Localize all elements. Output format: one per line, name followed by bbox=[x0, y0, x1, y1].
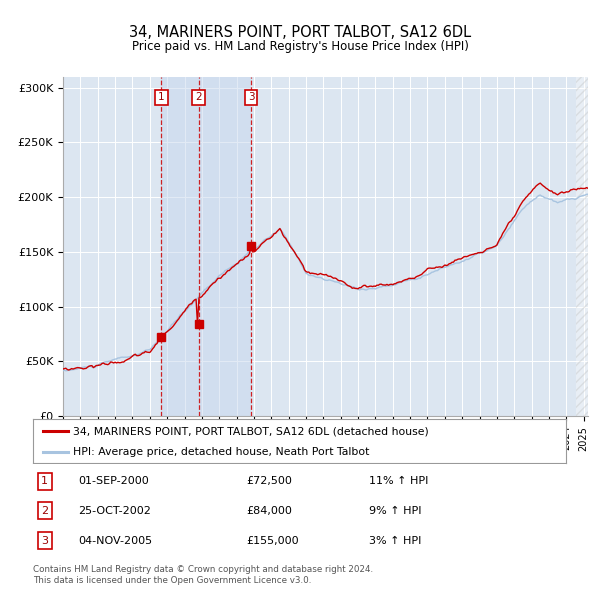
Text: 2: 2 bbox=[196, 93, 202, 103]
Bar bbox=[199, 77, 251, 416]
Text: 2: 2 bbox=[41, 506, 48, 516]
Text: 11% ↑ HPI: 11% ↑ HPI bbox=[368, 476, 428, 486]
Text: £84,000: £84,000 bbox=[246, 506, 292, 516]
Bar bbox=[161, 77, 199, 416]
Text: £72,500: £72,500 bbox=[246, 476, 292, 486]
Text: 3% ↑ HPI: 3% ↑ HPI bbox=[368, 536, 421, 546]
Text: 01-SEP-2000: 01-SEP-2000 bbox=[78, 476, 149, 486]
Text: 3: 3 bbox=[41, 536, 48, 546]
Text: Price paid vs. HM Land Registry's House Price Index (HPI): Price paid vs. HM Land Registry's House … bbox=[131, 40, 469, 53]
Text: 3: 3 bbox=[248, 93, 254, 103]
Text: HPI: Average price, detached house, Neath Port Talbot: HPI: Average price, detached house, Neat… bbox=[73, 447, 370, 457]
Text: 1: 1 bbox=[41, 476, 48, 486]
Text: 9% ↑ HPI: 9% ↑ HPI bbox=[368, 506, 421, 516]
Text: £155,000: £155,000 bbox=[246, 536, 299, 546]
Bar bbox=[577, 77, 588, 416]
Text: 1: 1 bbox=[158, 93, 164, 103]
Text: 25-OCT-2002: 25-OCT-2002 bbox=[78, 506, 151, 516]
Text: Contains HM Land Registry data © Crown copyright and database right 2024.
This d: Contains HM Land Registry data © Crown c… bbox=[33, 565, 373, 585]
Text: 04-NOV-2005: 04-NOV-2005 bbox=[78, 536, 152, 546]
Text: 34, MARINERS POINT, PORT TALBOT, SA12 6DL (detached house): 34, MARINERS POINT, PORT TALBOT, SA12 6D… bbox=[73, 427, 429, 436]
Text: 34, MARINERS POINT, PORT TALBOT, SA12 6DL: 34, MARINERS POINT, PORT TALBOT, SA12 6D… bbox=[129, 25, 471, 40]
